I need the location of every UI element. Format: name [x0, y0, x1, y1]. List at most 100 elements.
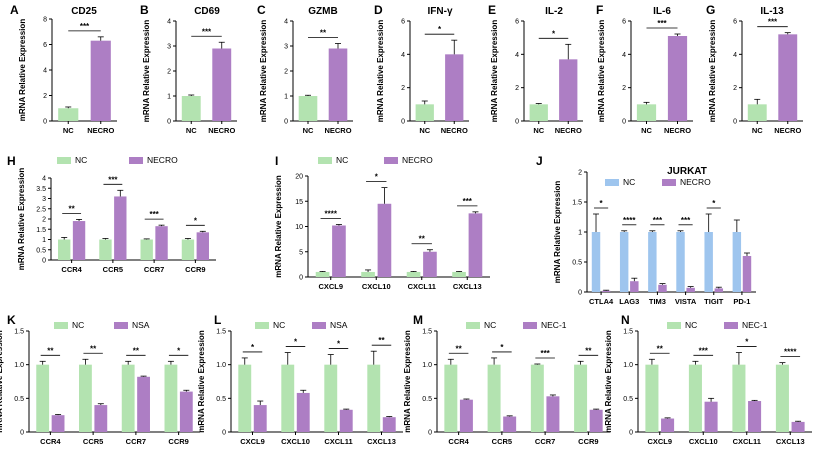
legend-label: NSA — [330, 320, 348, 330]
bar-nc — [99, 239, 112, 260]
bar-treated — [589, 409, 603, 432]
significance-label: * — [600, 199, 604, 208]
y-tick-label: 4 — [733, 52, 737, 59]
bar-nc — [452, 271, 466, 277]
panel-letter: H — [7, 154, 16, 168]
significance-label: * — [712, 199, 716, 208]
bar-nc — [574, 364, 588, 432]
significance-label: *** — [80, 22, 90, 31]
legend-swatch — [54, 322, 68, 329]
legend-swatch — [114, 322, 128, 329]
bar-necro — [445, 54, 464, 122]
x-tick-label: CCR4 — [448, 437, 469, 446]
panel-title: IFN-γ — [428, 6, 453, 17]
y-tick-label: 1.5 — [216, 329, 226, 336]
y-tick-label: 10 — [295, 224, 303, 231]
legend-label: NC — [75, 155, 87, 165]
x-tick-label: NC — [641, 126, 652, 135]
bar-treated — [630, 281, 639, 292]
y-tick-label: 0 — [629, 430, 633, 437]
y-axis-label: mRNA Relative Expression — [403, 330, 412, 433]
panel-letter: M — [413, 313, 423, 327]
y-tick-label: 1.5 — [623, 329, 633, 336]
y-tick-label: 8 — [43, 17, 47, 24]
significance-label: * — [337, 340, 341, 349]
x-tick-label: CCR4 — [61, 265, 82, 274]
bar-nc — [444, 364, 458, 432]
bar-nc — [775, 364, 789, 432]
y-tick-label: 1 — [42, 237, 46, 244]
y-tick-label: 1.5 — [36, 227, 46, 234]
legend-swatch — [384, 157, 398, 164]
y-tick-label: 1 — [167, 94, 171, 101]
panel-j: J JURKAT mRNA Relative Expression 0 0.5 1 1.5 2… — [536, 154, 756, 306]
y-tick-label: 0 — [428, 430, 432, 437]
x-tick-label: CCR7 — [144, 265, 164, 274]
y-tick-label: 0.5 — [36, 247, 46, 254]
y-tick-label: 2.5 — [36, 206, 46, 213]
legend-swatch — [667, 322, 681, 329]
y-tick-label: 0 — [733, 119, 737, 126]
bar-treated — [72, 221, 86, 260]
bar-treated — [661, 418, 675, 432]
y-tick-label: 0 — [515, 119, 519, 126]
bar-necro — [667, 36, 688, 121]
bar-nc — [181, 239, 195, 260]
significance-label: * — [745, 338, 749, 347]
bar-treated — [137, 376, 150, 432]
y-tick-label: 4 — [515, 52, 519, 59]
y-tick-label: 6 — [401, 19, 405, 26]
y-tick-label: 0 — [222, 430, 226, 437]
x-tick-label: NECRO — [774, 126, 801, 135]
significance-label: * — [194, 216, 198, 225]
y-tick-label: 1 — [578, 230, 582, 237]
legend-label: NC — [623, 177, 635, 187]
significance-label: ** — [133, 346, 140, 355]
bar-nc — [732, 364, 746, 432]
bar-treated — [601, 290, 611, 292]
x-tick-label: NECRO — [208, 126, 235, 135]
significance-label: ** — [320, 29, 327, 38]
y-tick-label: 3 — [42, 196, 46, 203]
bar-treated — [339, 409, 353, 432]
y-axis-label: mRNA Relative Expression — [490, 20, 499, 123]
significance-label: ** — [90, 344, 97, 353]
legend-swatch — [57, 157, 71, 164]
significance-label: ** — [378, 336, 385, 345]
bar-nc — [121, 364, 135, 432]
bar-nc — [648, 232, 657, 292]
x-tick-label: CCR9 — [578, 437, 598, 446]
x-tick-label: CTLA4 — [589, 297, 614, 306]
x-tick-label: CCR9 — [185, 265, 205, 274]
panel-e: E IL-2 mRNA Relative Expression 0 2 4 6 NC NECRO… — [488, 3, 583, 135]
x-tick-label: CXCL10 — [281, 437, 310, 446]
legend-label: NECRO — [680, 177, 711, 187]
x-tick-label: NC — [303, 126, 314, 135]
y-tick-label: 6 — [515, 19, 519, 26]
bar-treated — [704, 401, 718, 432]
panel-letter: C — [257, 3, 266, 17]
x-tick-label: NC — [533, 126, 544, 135]
significance-label: *** — [108, 175, 118, 184]
legend-label: NEC-1 — [742, 320, 768, 330]
bar-nc — [487, 364, 501, 432]
x-tick-label: NC — [186, 126, 197, 135]
significance-label: ** — [657, 344, 664, 353]
y-tick-label: 15 — [295, 199, 303, 206]
panel-letter: F — [596, 3, 603, 17]
legend-label: NC — [273, 320, 285, 330]
y-tick-label: 3 — [284, 44, 288, 51]
y-axis-label: mRNA Relative Expression — [142, 20, 151, 123]
bar-treated — [468, 213, 483, 277]
bar-nc — [367, 364, 381, 432]
y-tick-label: 3.5 — [36, 186, 46, 193]
bar-nc — [79, 364, 92, 432]
legend-label: NECRO — [402, 155, 433, 165]
legend-label: NSA — [132, 320, 150, 330]
y-tick-label: 0 — [43, 119, 47, 126]
x-tick-label: NECRO — [555, 126, 582, 135]
bar-treated — [423, 251, 437, 277]
legend-swatch — [129, 157, 143, 164]
y-tick-label: 0 — [167, 119, 171, 126]
